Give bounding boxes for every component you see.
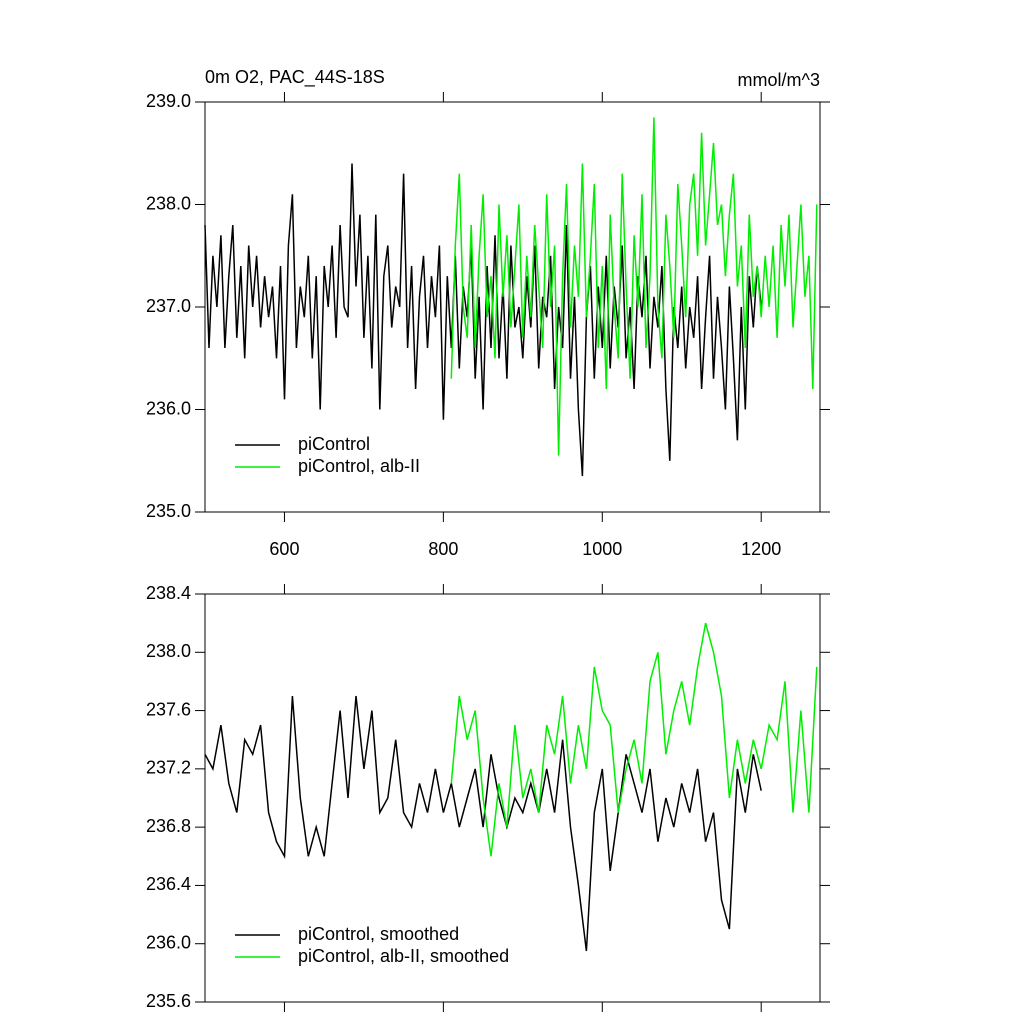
- x-tick-label: 1200: [741, 539, 781, 559]
- legend-label: piControl: [298, 434, 370, 454]
- y-tick-label: 239.0: [146, 91, 191, 111]
- y-tick-label: 235.0: [146, 501, 191, 521]
- y-tick-label: 237.2: [146, 758, 191, 778]
- y-tick-label: 236.0: [146, 398, 191, 418]
- y-tick-label: 237.0: [146, 296, 191, 316]
- data-line: [450, 622, 818, 857]
- x-tick-label: 600: [269, 539, 299, 559]
- legend-label: piControl, alb-II, smoothed: [298, 946, 509, 966]
- legend-label: piControl, smoothed: [298, 924, 459, 944]
- x-tick-label: 1000: [582, 539, 622, 559]
- x-tick-label: 800: [428, 539, 458, 559]
- y-tick-label: 238.4: [146, 583, 191, 603]
- y-tick-label: 238.0: [146, 641, 191, 661]
- plot-frame: [204, 593, 821, 1003]
- legend-label: piControl, alb-II: [298, 456, 420, 476]
- y-tick-label: 236.0: [146, 932, 191, 952]
- data-line: [450, 117, 818, 456]
- data-line: [204, 695, 762, 952]
- y-tick-label: 236.8: [146, 816, 191, 836]
- y-tick-label: 235.6: [146, 991, 191, 1011]
- y-tick-label: 238.0: [146, 193, 191, 213]
- data-line: [204, 163, 762, 477]
- y-tick-label: 237.6: [146, 699, 191, 719]
- y-tick-label: 236.4: [146, 874, 191, 894]
- units-label: mmol/m^3: [738, 70, 820, 90]
- chart-title: 0m O2, PAC_44S-18S: [205, 67, 385, 88]
